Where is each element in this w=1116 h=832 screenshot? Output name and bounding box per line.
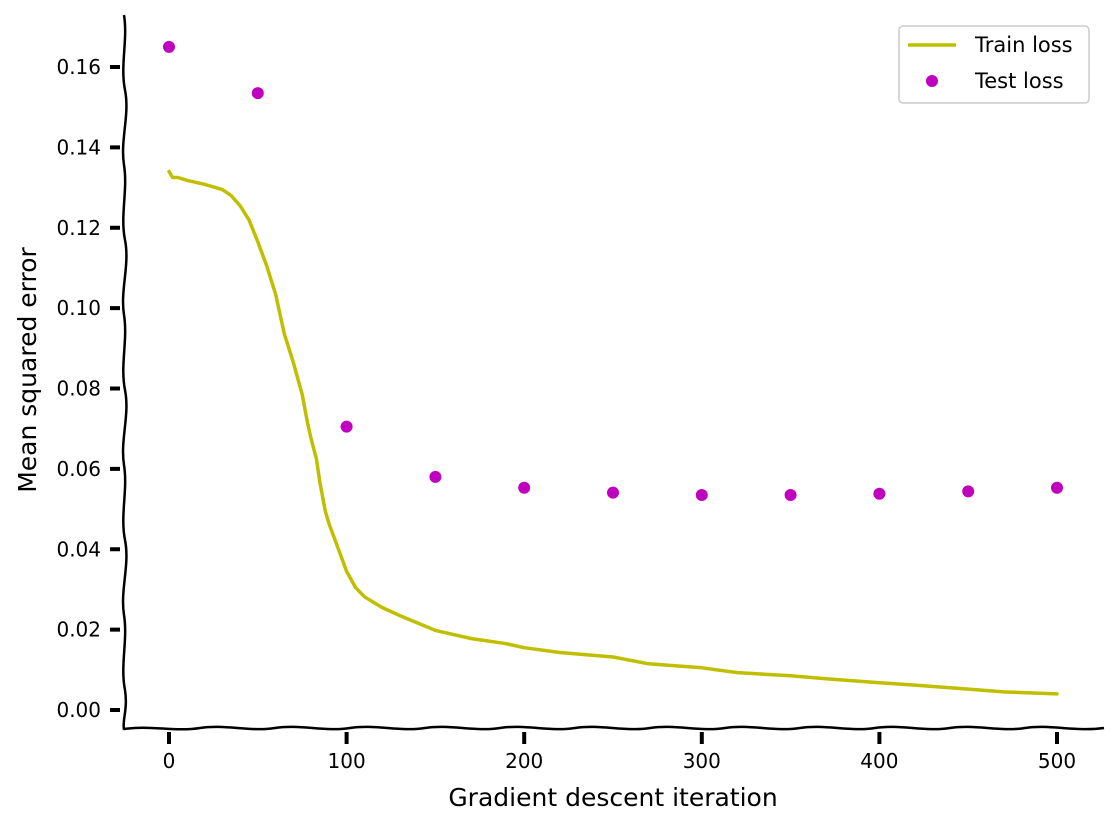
- test-loss-point: [340, 420, 353, 433]
- test-loss-point: [607, 486, 619, 499]
- x-tick-label: 400: [860, 749, 898, 773]
- x-tick-label: 200: [505, 749, 543, 773]
- x-tick-label: 100: [328, 749, 366, 773]
- test-loss-point: [784, 488, 797, 501]
- test-loss-point: [962, 485, 975, 498]
- test-loss-point: [873, 487, 886, 500]
- y-tick-label: 0.08: [56, 377, 101, 401]
- y-axis-label: Mean squared error: [13, 246, 42, 492]
- y-tick-label: 0.04: [56, 537, 101, 561]
- test-loss-point: [695, 488, 708, 501]
- y-tick-label: 0.00: [56, 698, 101, 722]
- test-loss-point: [1051, 481, 1063, 494]
- y-axis-line: [121, 14, 128, 731]
- x-tick-label: 300: [683, 749, 721, 773]
- test-loss-point: [518, 481, 531, 494]
- x-tick-label: 0: [163, 749, 176, 773]
- legend: Train loss Test loss: [898, 25, 1090, 104]
- y-tick-label: 0.06: [56, 457, 101, 481]
- y-tick-label: 0.12: [56, 216, 101, 240]
- test-loss-point: [163, 40, 175, 53]
- x-axis-line: [123, 725, 1105, 731]
- y-tick-label: 0.02: [56, 618, 101, 642]
- test-loss-point: [251, 87, 264, 100]
- legend-train-label: Train loss: [974, 33, 1073, 57]
- legend-test-label: Test loss: [974, 69, 1064, 93]
- x-axis-label: Gradient descent iteration: [448, 783, 777, 812]
- y-tick-label: 0.10: [56, 296, 101, 320]
- y-ticks: 0.00 0.02 0.04 0.06 0.08 0.10 0.12 0.14 0.16: [56, 55, 120, 722]
- train-loss-line: [167, 169, 1059, 696]
- y-tick-label: 0.14: [56, 135, 101, 159]
- x-tick-label: 500: [1038, 749, 1076, 773]
- x-ticks: 0 100 200 300 400 500: [163, 732, 1076, 773]
- legend-test-swatch: [926, 75, 938, 87]
- y-tick-label: 0.16: [56, 55, 101, 79]
- series-layer: [163, 40, 1063, 696]
- axes: [121, 14, 1105, 731]
- test-loss-point: [429, 470, 442, 483]
